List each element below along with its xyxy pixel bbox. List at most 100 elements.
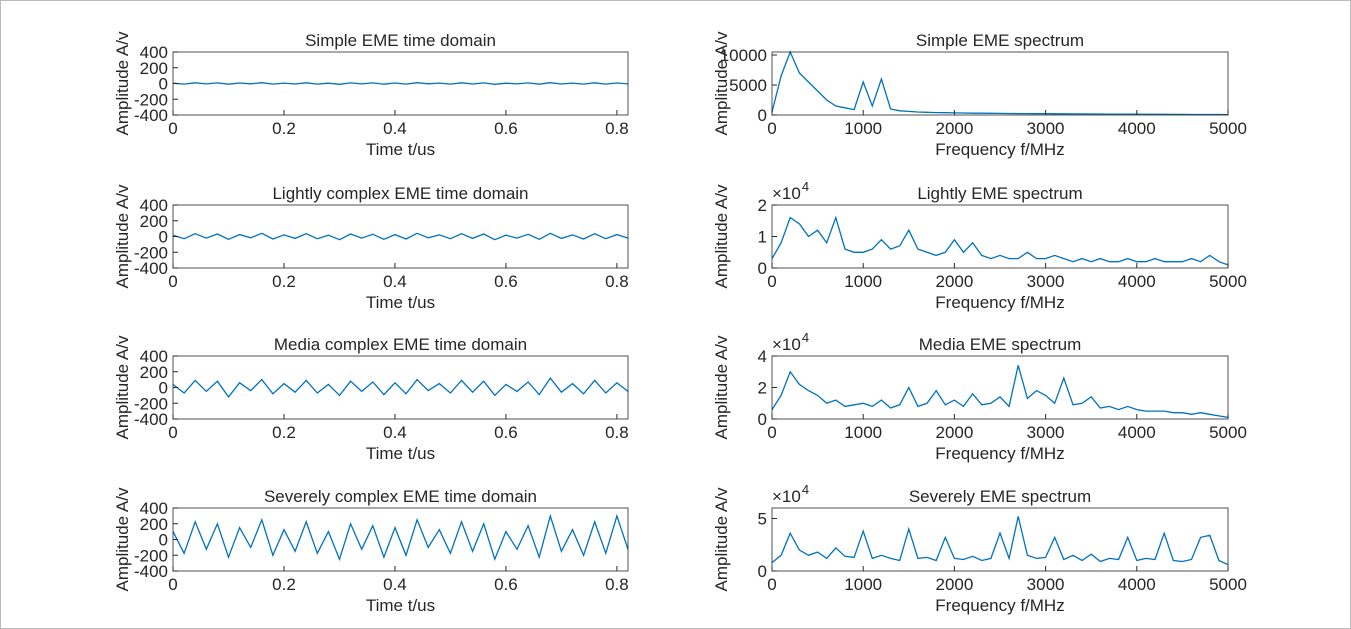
plot-area: [772, 356, 1228, 419]
x-tick-label: 0.4: [383, 272, 407, 291]
x-tick-label: 5000: [1209, 119, 1247, 138]
y-tick-label: -400: [134, 562, 168, 581]
x-tick-label: 2000: [935, 272, 973, 291]
y-tick-label: -200: [134, 90, 168, 109]
y-tick-label: 200: [140, 59, 168, 78]
y-axis-label: Amplitude A/v: [113, 184, 132, 288]
x-tick-label: 0: [767, 575, 776, 594]
signal-line: [172, 82, 629, 85]
x-axis-label: Frequency f/MHz: [935, 444, 1064, 463]
y-tick-label: 0: [758, 410, 767, 429]
x-axis-label: Time t/us: [366, 444, 435, 463]
subplot-title: Media EME spectrum: [919, 335, 1082, 354]
y-tick-label: -200: [134, 243, 168, 262]
x-tick-label: 0.6: [494, 119, 518, 138]
y-multiplier-exponent: 4: [802, 330, 809, 345]
x-tick-label: 4000: [1118, 575, 1156, 594]
x-axis-label: Time t/us: [366, 596, 435, 615]
x-tick-label: 0.6: [494, 272, 518, 291]
subplot-title: Simple EME time domain: [305, 31, 496, 50]
x-tick-label: 0: [767, 272, 776, 291]
x-tick-label: 1000: [844, 119, 882, 138]
x-tick-label: 0.8: [605, 423, 629, 442]
x-tick-label: 0.4: [383, 119, 407, 138]
y-axis-label: Amplitude A/v: [712, 31, 731, 135]
subplot-title: Severely complex EME time domain: [264, 487, 537, 506]
x-tick-label: 0.4: [383, 575, 407, 594]
signal-line: [771, 50, 1229, 116]
signal-line: [172, 513, 629, 562]
x-tick-label: 2000: [935, 119, 973, 138]
y-tick-label: -200: [134, 394, 168, 413]
y-tick-label: -400: [134, 106, 168, 125]
y-tick-label: 0: [159, 379, 168, 398]
x-tick-label: 1000: [844, 575, 882, 594]
signal-line: [172, 232, 629, 241]
y-axis-label: Amplitude A/v: [712, 184, 731, 288]
x-tick-label: 3000: [1027, 575, 1065, 594]
x-tick-label: 5000: [1209, 272, 1247, 291]
x-tick-label: 1000: [844, 423, 882, 442]
x-tick-label: 0: [767, 423, 776, 442]
y-tick-label: 200: [140, 363, 168, 382]
signal-line: [172, 376, 629, 398]
y-tick-label: 1: [758, 228, 767, 247]
y-tick-label: 200: [140, 212, 168, 231]
x-tick-label: 0.6: [494, 575, 518, 594]
x-tick-label: 0.2: [272, 119, 296, 138]
y-tick-label: 400: [140, 43, 168, 62]
signal-line: [771, 215, 1229, 266]
x-tick-label: 3000: [1027, 272, 1065, 291]
axes-box: [771, 51, 1229, 116]
x-tick-label: 0.2: [272, 272, 296, 291]
x-tick-label: 5000: [1209, 575, 1247, 594]
signal-line: [771, 516, 1229, 566]
x-tick-label: 4000: [1118, 119, 1156, 138]
x-axis-label: Frequency f/MHz: [935, 293, 1064, 312]
y-axis-label: Amplitude A/v: [113, 335, 132, 439]
x-tick-label: 5000: [1209, 423, 1247, 442]
y-tick-label: 0: [758, 562, 767, 581]
y-tick-label: -400: [134, 259, 168, 278]
y-tick-label: 10000: [720, 46, 767, 65]
x-tick-label: 0.2: [272, 423, 296, 442]
x-tick-label: 0.8: [605, 119, 629, 138]
subplot-title: Media complex EME time domain: [274, 335, 527, 354]
y-tick-label: 0: [758, 106, 767, 125]
plot-area: [173, 508, 628, 571]
x-tick-label: 0.6: [494, 423, 518, 442]
x-tick-label: 0: [168, 119, 177, 138]
y-axis-label: Amplitude A/v: [113, 31, 132, 135]
subplot-title: Simple EME spectrum: [916, 31, 1084, 50]
x-tick-label: 0.8: [605, 575, 629, 594]
y-tick-label: 400: [140, 196, 168, 215]
x-axis-label: Time t/us: [366, 293, 435, 312]
y-tick-label: 5000: [729, 76, 767, 95]
y-axis-label: Amplitude A/v: [113, 487, 132, 591]
y-multiplier-exponent: 4: [802, 482, 809, 497]
y-tick-label: 200: [140, 515, 168, 534]
y-tick-label: -400: [134, 410, 168, 429]
x-tick-label: 2000: [935, 423, 973, 442]
plot-area: [772, 508, 1228, 571]
y-axis-label: Amplitude A/v: [712, 487, 731, 591]
y-tick-label: 0: [159, 531, 168, 550]
y-tick-label: 0: [159, 75, 168, 94]
y-multiplier: ×10: [772, 184, 801, 203]
y-tick-label: 2: [758, 379, 767, 398]
y-multiplier: ×10: [772, 335, 801, 354]
x-axis-label: Frequency f/MHz: [935, 596, 1064, 615]
plot-area: [772, 205, 1228, 268]
y-tick-label: 2: [758, 196, 767, 215]
x-tick-label: 3000: [1027, 423, 1065, 442]
x-tick-label: 0.4: [383, 423, 407, 442]
y-tick-label: 400: [140, 499, 168, 518]
x-tick-label: 0.8: [605, 272, 629, 291]
x-tick-label: 4000: [1118, 272, 1156, 291]
y-tick-label: -200: [134, 546, 168, 565]
x-tick-label: 0: [168, 575, 177, 594]
x-tick-label: 0.2: [272, 575, 296, 594]
x-axis-label: Frequency f/MHz: [935, 140, 1064, 159]
x-tick-label: 3000: [1027, 119, 1065, 138]
